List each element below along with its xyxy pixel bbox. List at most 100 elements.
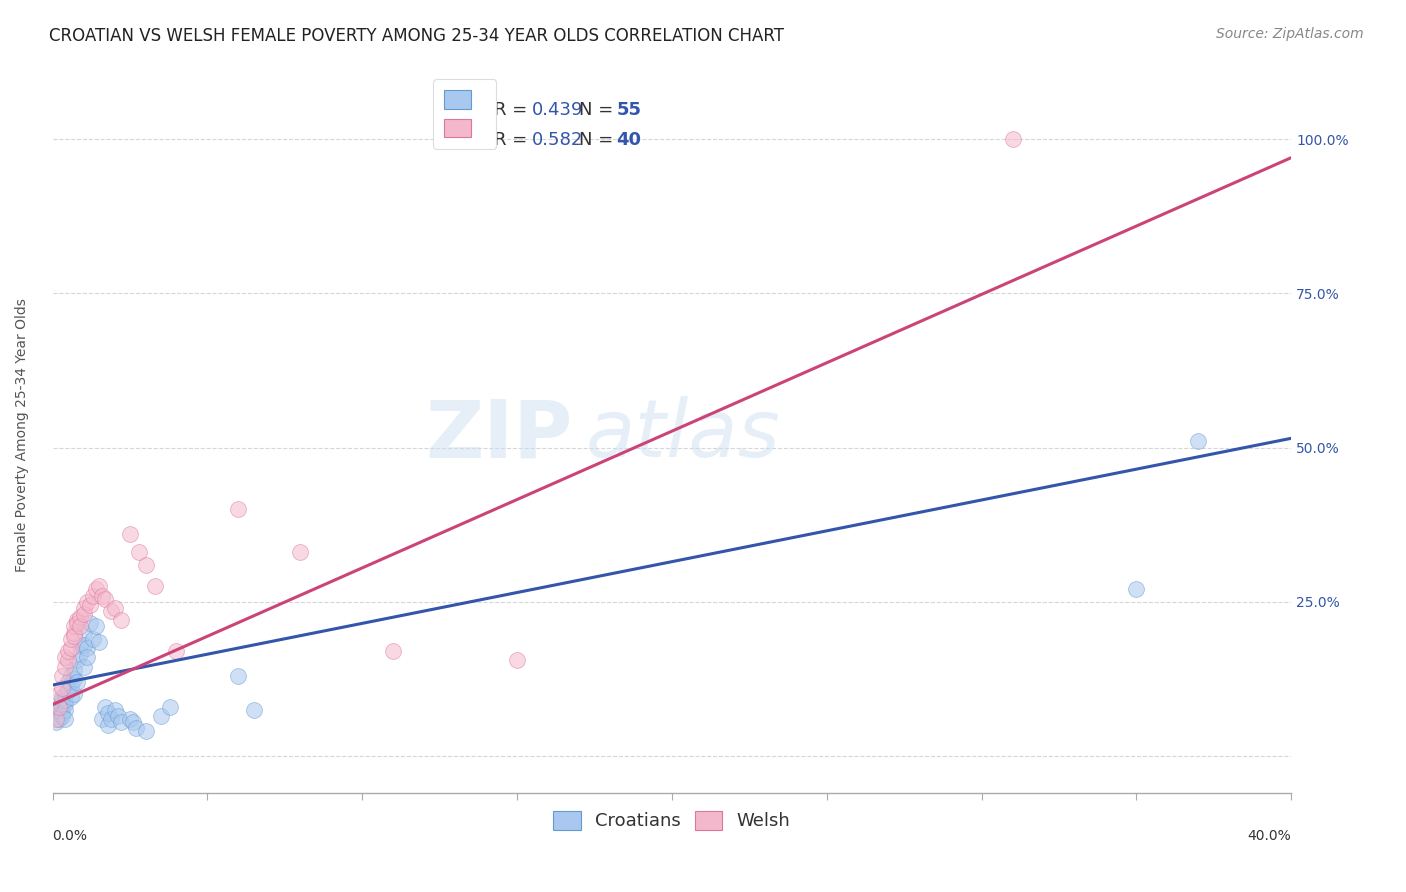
Point (63, 663, 86, 677)
Point (103, 703, 125, 717)
Point (72, 601, 94, 615)
Point (66, 653, 89, 667)
Point (100, 712, 122, 726)
Point (97, 706, 120, 720)
Point (228, 502, 250, 516)
Point (94, 591, 117, 606)
Point (53, 650, 76, 665)
Point (107, 709, 129, 723)
Point (56, 675, 79, 690)
Text: 40.0%: 40.0% (1247, 829, 1291, 843)
Point (48, 699, 70, 714)
Point (87, 579, 110, 593)
Point (110, 613, 132, 627)
Point (60, 678, 83, 692)
Point (51, 709, 73, 723)
Point (63, 687, 86, 701)
Point (243, 703, 266, 717)
Point (72, 607, 94, 621)
Text: 40: 40 (616, 131, 641, 149)
Point (290, 545, 312, 559)
Point (63, 672, 86, 686)
Point (60, 632, 83, 646)
Point (79, 598, 101, 612)
Text: CROATIAN VS WELSH FEMALE POVERTY AMONG 25-34 YEAR OLDS CORRELATION CHART: CROATIAN VS WELSH FEMALE POVERTY AMONG 2… (49, 27, 785, 45)
Text: Source: ZipAtlas.com: Source: ZipAtlas.com (1216, 27, 1364, 41)
Point (48, 699, 70, 714)
Point (51, 693, 73, 707)
Point (110, 714, 132, 729)
Point (48, 687, 70, 701)
Point (118, 712, 141, 726)
Point (143, 579, 166, 593)
Point (51, 699, 73, 714)
Point (150, 709, 173, 723)
Point (100, 604, 122, 618)
Point (69, 647, 91, 661)
Point (51, 681, 73, 695)
Text: 0.439: 0.439 (531, 101, 583, 119)
Point (69, 619, 91, 633)
Point (125, 721, 148, 735)
Point (45, 709, 67, 723)
Point (97, 718, 120, 732)
Point (66, 616, 89, 631)
Text: N =: N = (579, 101, 613, 119)
Point (134, 558, 156, 572)
Point (128, 545, 150, 559)
Text: atlas: atlas (585, 396, 780, 475)
Point (79, 616, 101, 631)
Text: R =: R = (494, 101, 527, 119)
Point (69, 638, 91, 652)
Point (60, 640, 83, 655)
Point (53, 659, 76, 673)
Point (51, 706, 73, 720)
Point (60, 690, 83, 705)
Point (48, 703, 70, 717)
Point (69, 610, 91, 624)
Point (72, 638, 94, 652)
Text: R =: R = (494, 131, 527, 149)
Legend: Croatians, Welsh: Croatians, Welsh (547, 804, 797, 838)
Point (56, 681, 79, 695)
Point (66, 675, 89, 690)
Point (118, 527, 141, 541)
Point (159, 699, 181, 714)
Point (382, 644, 405, 658)
Point (63, 619, 86, 633)
Point (56, 644, 79, 658)
Point (56, 653, 79, 667)
Text: 0.582: 0.582 (531, 131, 583, 149)
Text: N =: N = (579, 131, 613, 149)
Point (1187, 434, 1209, 449)
Point (228, 669, 250, 683)
Point (56, 684, 79, 698)
Point (72, 625, 94, 640)
Point (53, 693, 76, 707)
Text: ZIP: ZIP (426, 396, 572, 475)
Point (82, 589, 104, 603)
Point (91, 589, 114, 603)
Text: 55: 55 (616, 101, 641, 119)
Point (82, 632, 104, 646)
Point (53, 712, 76, 726)
Point (51, 669, 73, 683)
Point (76, 595, 98, 609)
Point (134, 724, 156, 739)
Point (76, 650, 98, 665)
Point (53, 687, 76, 701)
Point (53, 697, 76, 711)
Point (53, 703, 76, 717)
Point (1001, 132, 1024, 146)
Point (506, 653, 529, 667)
Point (1125, 582, 1147, 597)
Point (66, 613, 89, 627)
Point (84, 619, 107, 633)
Point (51, 690, 73, 705)
Point (166, 644, 188, 658)
Point (84, 582, 107, 597)
Point (63, 625, 86, 640)
Point (94, 699, 117, 714)
Point (45, 714, 67, 729)
Point (87, 635, 110, 649)
